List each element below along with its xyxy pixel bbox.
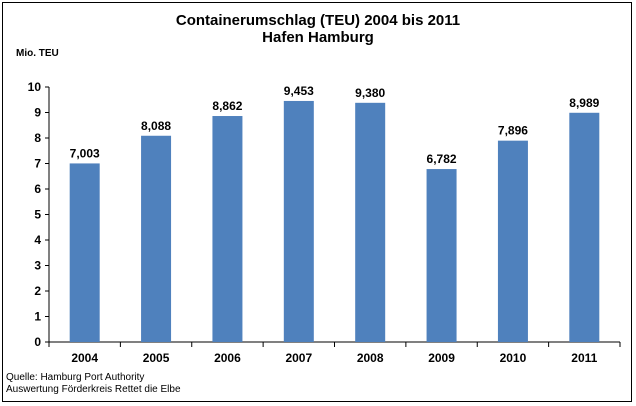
bar-2007 — [283, 100, 314, 342]
x-tick-label-2004: 2004 — [71, 351, 98, 365]
data-label-2007: 9,453 — [284, 84, 314, 98]
bar-2005 — [141, 135, 172, 342]
x-tick-label-2005: 2005 — [143, 351, 170, 365]
data-label-2010: 7,896 — [498, 124, 528, 138]
bar-2008 — [355, 102, 386, 342]
x-tick-label-2011: 2011 — [571, 351, 597, 365]
y-axis-unit-label: Mio. TEU — [16, 48, 59, 59]
x-tick-label-2008: 2008 — [357, 351, 384, 365]
y-tick-label: 3 — [34, 259, 41, 273]
bar-2004 — [69, 163, 100, 342]
x-tick-label-2009: 2009 — [428, 351, 455, 365]
y-tick-label: 7 — [34, 157, 41, 171]
data-label-2004: 7,003 — [70, 146, 100, 160]
y-tick-label: 0 — [34, 335, 41, 349]
y-tick-label: 4 — [34, 233, 41, 247]
y-tick-label: 5 — [34, 208, 41, 222]
y-tick-label: 9 — [34, 106, 41, 120]
bar-2009 — [426, 169, 457, 342]
data-label-2008: 9,380 — [355, 86, 385, 100]
y-tick-label: 8 — [34, 131, 41, 145]
chart-title: Containerumschlag (TEU) 2004 bis 2011 — [175, 12, 461, 29]
x-tick-label-2007: 2007 — [285, 351, 312, 365]
data-label-2005: 8,088 — [141, 119, 171, 133]
y-tick-label: 10 — [28, 80, 42, 94]
bar-2006 — [212, 116, 243, 342]
data-label-2006: 8,862 — [212, 99, 242, 113]
x-tick-label-2010: 2010 — [500, 351, 527, 365]
x-tick-label-2006: 2006 — [214, 351, 241, 365]
data-label-2009: 6,782 — [427, 152, 457, 166]
source-line-1: Quelle: Hamburg Port Authority — [6, 372, 145, 383]
y-tick-label: 2 — [34, 284, 41, 298]
source-line-2: Auswertung Förderkreis Rettet die Elbe — [6, 384, 181, 395]
bar-2010 — [497, 140, 528, 342]
y-tick-label: 1 — [34, 310, 41, 324]
y-tick-label: 6 — [34, 182, 41, 196]
data-label-2011: 8,989 — [569, 96, 599, 110]
chart-subtitle: Hafen Hamburg — [262, 29, 374, 46]
bar-2011 — [569, 112, 600, 342]
